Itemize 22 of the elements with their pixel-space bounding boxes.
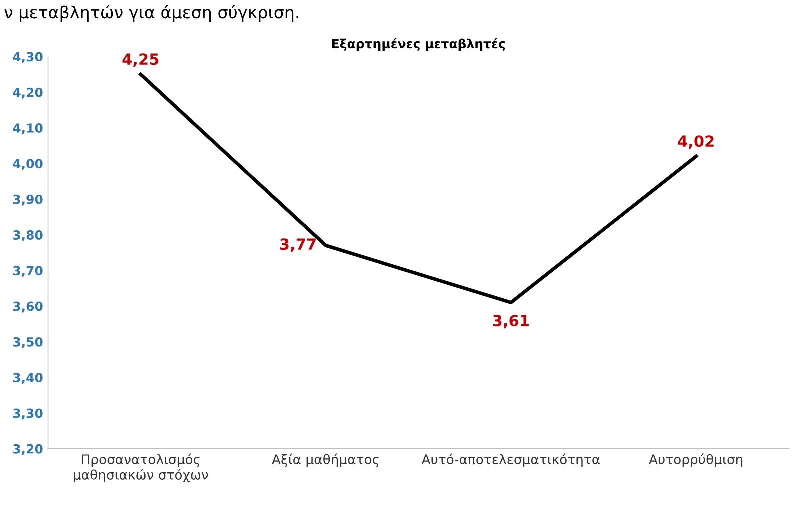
y-tick-label: 3,30 xyxy=(13,408,43,420)
chart-title: Εξαρτημένες μεταβλητές xyxy=(332,38,506,52)
y-tick-label: 4,30 xyxy=(13,52,43,64)
x-tick-label: Αξία μαθήματος xyxy=(272,454,379,468)
data-label: 4,25 xyxy=(122,54,159,68)
x-tick-label: Προσανατολισμός μαθησιακών στόχων xyxy=(74,454,208,483)
data-label: 3,61 xyxy=(493,315,529,329)
y-tick-label: 3,50 xyxy=(13,337,43,348)
y-tick-label: 4,20 xyxy=(13,88,43,99)
y-tick-label: 3,40 xyxy=(13,373,43,384)
y-tick-label: 3,20 xyxy=(13,444,43,456)
y-tick-label: 3,70 xyxy=(13,266,43,278)
y-tick-label: 3,80 xyxy=(13,230,43,242)
x-tick-label: Αυτό-αποτελεσματικότητα xyxy=(422,454,600,468)
y-tick-label: 4,10 xyxy=(13,124,43,135)
y-tick-label: 4,00 xyxy=(13,159,43,170)
y-tick-label: 3,60 xyxy=(13,302,43,313)
text: ν μεταβλητών για άμεση σύγκριση. xyxy=(4,5,298,22)
data-label: 4,02 xyxy=(678,136,714,150)
data-label: 3,77 xyxy=(280,238,316,252)
x-tick-label: Αυτορρύθμιση xyxy=(649,454,743,468)
y-tick-label: 3,90 xyxy=(13,194,43,206)
